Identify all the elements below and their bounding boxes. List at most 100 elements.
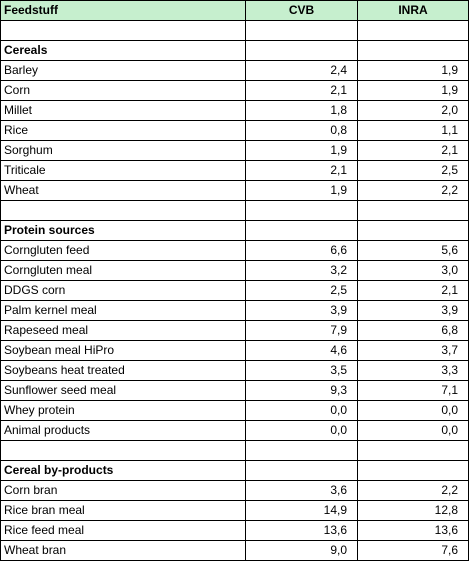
table-row: Barley 2,4 1,9 [0,60,469,81]
cvb-value-cell: 0,0 [245,400,358,421]
feedstuff-cell: Sorghum [0,140,246,161]
cvb-value-cell: 2,1 [245,160,358,181]
cvb-value-cell: 3,6 [245,480,358,501]
cvb-value-cell: 9,0 [245,540,358,561]
inra-value-cell: 1,1 [357,120,469,141]
table-row: Corn bran 3,6 2,2 [0,480,469,501]
table-row: Rice 0,8 1,1 [0,120,469,141]
section-title: Cereals [0,40,246,61]
table-row: Corngluten meal 3,2 3,0 [0,260,469,281]
feedstuff-cell: Triticale [0,160,246,181]
feedstuff-cell: Corn [0,80,246,101]
blank-row [0,200,469,221]
feedstuff-cell: Palm kernel meal [0,300,246,321]
header-cvb: CVB [245,0,358,21]
feedstuff-cell: DDGS corn [0,280,246,301]
inra-value-cell: 12,8 [357,500,469,521]
inra-value-cell: 2,2 [357,180,469,201]
table-row: Rapeseed meal 7,9 6,8 [0,320,469,341]
cvb-value-cell [245,220,358,241]
table-row: Animal products 0,0 0,0 [0,420,469,441]
cvb-value-cell [245,20,358,41]
cvb-value-cell: 2,5 [245,280,358,301]
cvb-value-cell: 0,8 [245,120,358,141]
inra-value-cell: 2,0 [357,100,469,121]
feedstuff-cell: Corngluten feed [0,240,246,261]
table-row: Sorghum 1,9 2,1 [0,140,469,161]
cvb-value-cell [245,200,358,221]
feedstuff-cell: Rice feed meal [0,520,246,541]
inra-value-cell: 3,9 [357,300,469,321]
cvb-value-cell: 1,9 [245,180,358,201]
table-row: Corngluten feed 6,6 5,6 [0,240,469,261]
feedstuff-cell: Sunflower seed meal [0,380,246,401]
header-feedstuff: Feedstuff [0,0,246,21]
feedstuff-cell: Corngluten meal [0,260,246,281]
section-header-row: Cereal by-products [0,460,469,481]
inra-value-cell: 2,2 [357,480,469,501]
inra-value-cell: 3,3 [357,360,469,381]
table-row: Whey protein 0,0 0,0 [0,400,469,421]
table-row: Corn 2,1 1,9 [0,80,469,101]
inra-value-cell [357,460,469,481]
cvb-value-cell: 3,2 [245,260,358,281]
cvb-value-cell [245,40,358,61]
inra-value-cell: 3,0 [357,260,469,281]
inra-value-cell: 2,5 [357,160,469,181]
cvb-value-cell: 2,1 [245,80,358,101]
cvb-value-cell: 9,3 [245,380,358,401]
feedstuff-cell [0,440,246,461]
feedstuff-cell: Wheat bran [0,540,246,561]
feedstuff-cell: Barley [0,60,246,81]
inra-value-cell: 7,1 [357,380,469,401]
feedstuff-cell: Millet [0,100,246,121]
feedstuff-cell [0,200,246,221]
inra-value-cell: 1,9 [357,80,469,101]
inra-value-cell: 3,7 [357,340,469,361]
cvb-value-cell: 13,6 [245,520,358,541]
blank-row [0,440,469,461]
feedstuff-cell: Rice bran meal [0,500,246,521]
table-row: Sunflower seed meal 9,3 7,1 [0,380,469,401]
cvb-value-cell: 1,8 [245,100,358,121]
inra-value-cell [357,40,469,61]
section-header-row: Protein sources [0,220,469,241]
inra-value-cell [357,440,469,461]
feedstuff-cell: Soybean meal HiPro [0,340,246,361]
table-row: Soybean meal HiPro 4,6 3,7 [0,340,469,361]
feedstuff-cell: Rice [0,120,246,141]
cvb-value-cell: 14,9 [245,500,358,521]
inra-value-cell [357,220,469,241]
section-header-row: Cereals [0,40,469,61]
inra-value-cell: 13,6 [357,520,469,541]
feedstuff-cell: Whey protein [0,400,246,421]
cvb-value-cell: 3,5 [245,360,358,381]
section-title: Protein sources [0,220,246,241]
inra-value-cell: 2,1 [357,140,469,161]
inra-value-cell [357,200,469,221]
table-body: Cereals Barley 2,4 1,9 Corn 2,1 1,9 Millet 1,8 2,… [0,20,469,561]
inra-value-cell: 0,0 [357,400,469,421]
table-row: Triticale 2,1 2,5 [0,160,469,181]
feedstuff-cell: Soybeans heat treated [0,360,246,381]
cvb-value-cell: 2,4 [245,60,358,81]
feedstuff-cell: Rapeseed meal [0,320,246,341]
cvb-value-cell: 1,9 [245,140,358,161]
cvb-value-cell [245,440,358,461]
inra-value-cell: 6,8 [357,320,469,341]
feedstuff-cell: Wheat [0,180,246,201]
inra-value-cell: 7,6 [357,540,469,561]
section-title: Cereal by-products [0,460,246,481]
table-row: Palm kernel meal 3,9 3,9 [0,300,469,321]
header-inra: INRA [357,0,469,21]
inra-value-cell: 5,6 [357,240,469,261]
table-row: Rice bran meal 14,9 12,8 [0,500,469,521]
inra-value-cell: 1,9 [357,60,469,81]
table-row: Soybeans heat treated 3,5 3,3 [0,360,469,381]
table-row: Millet 1,8 2,0 [0,100,469,121]
table-row: DDGS corn 2,5 2,1 [0,280,469,301]
cvb-value-cell: 0,0 [245,420,358,441]
cvb-value-cell: 7,9 [245,320,358,341]
